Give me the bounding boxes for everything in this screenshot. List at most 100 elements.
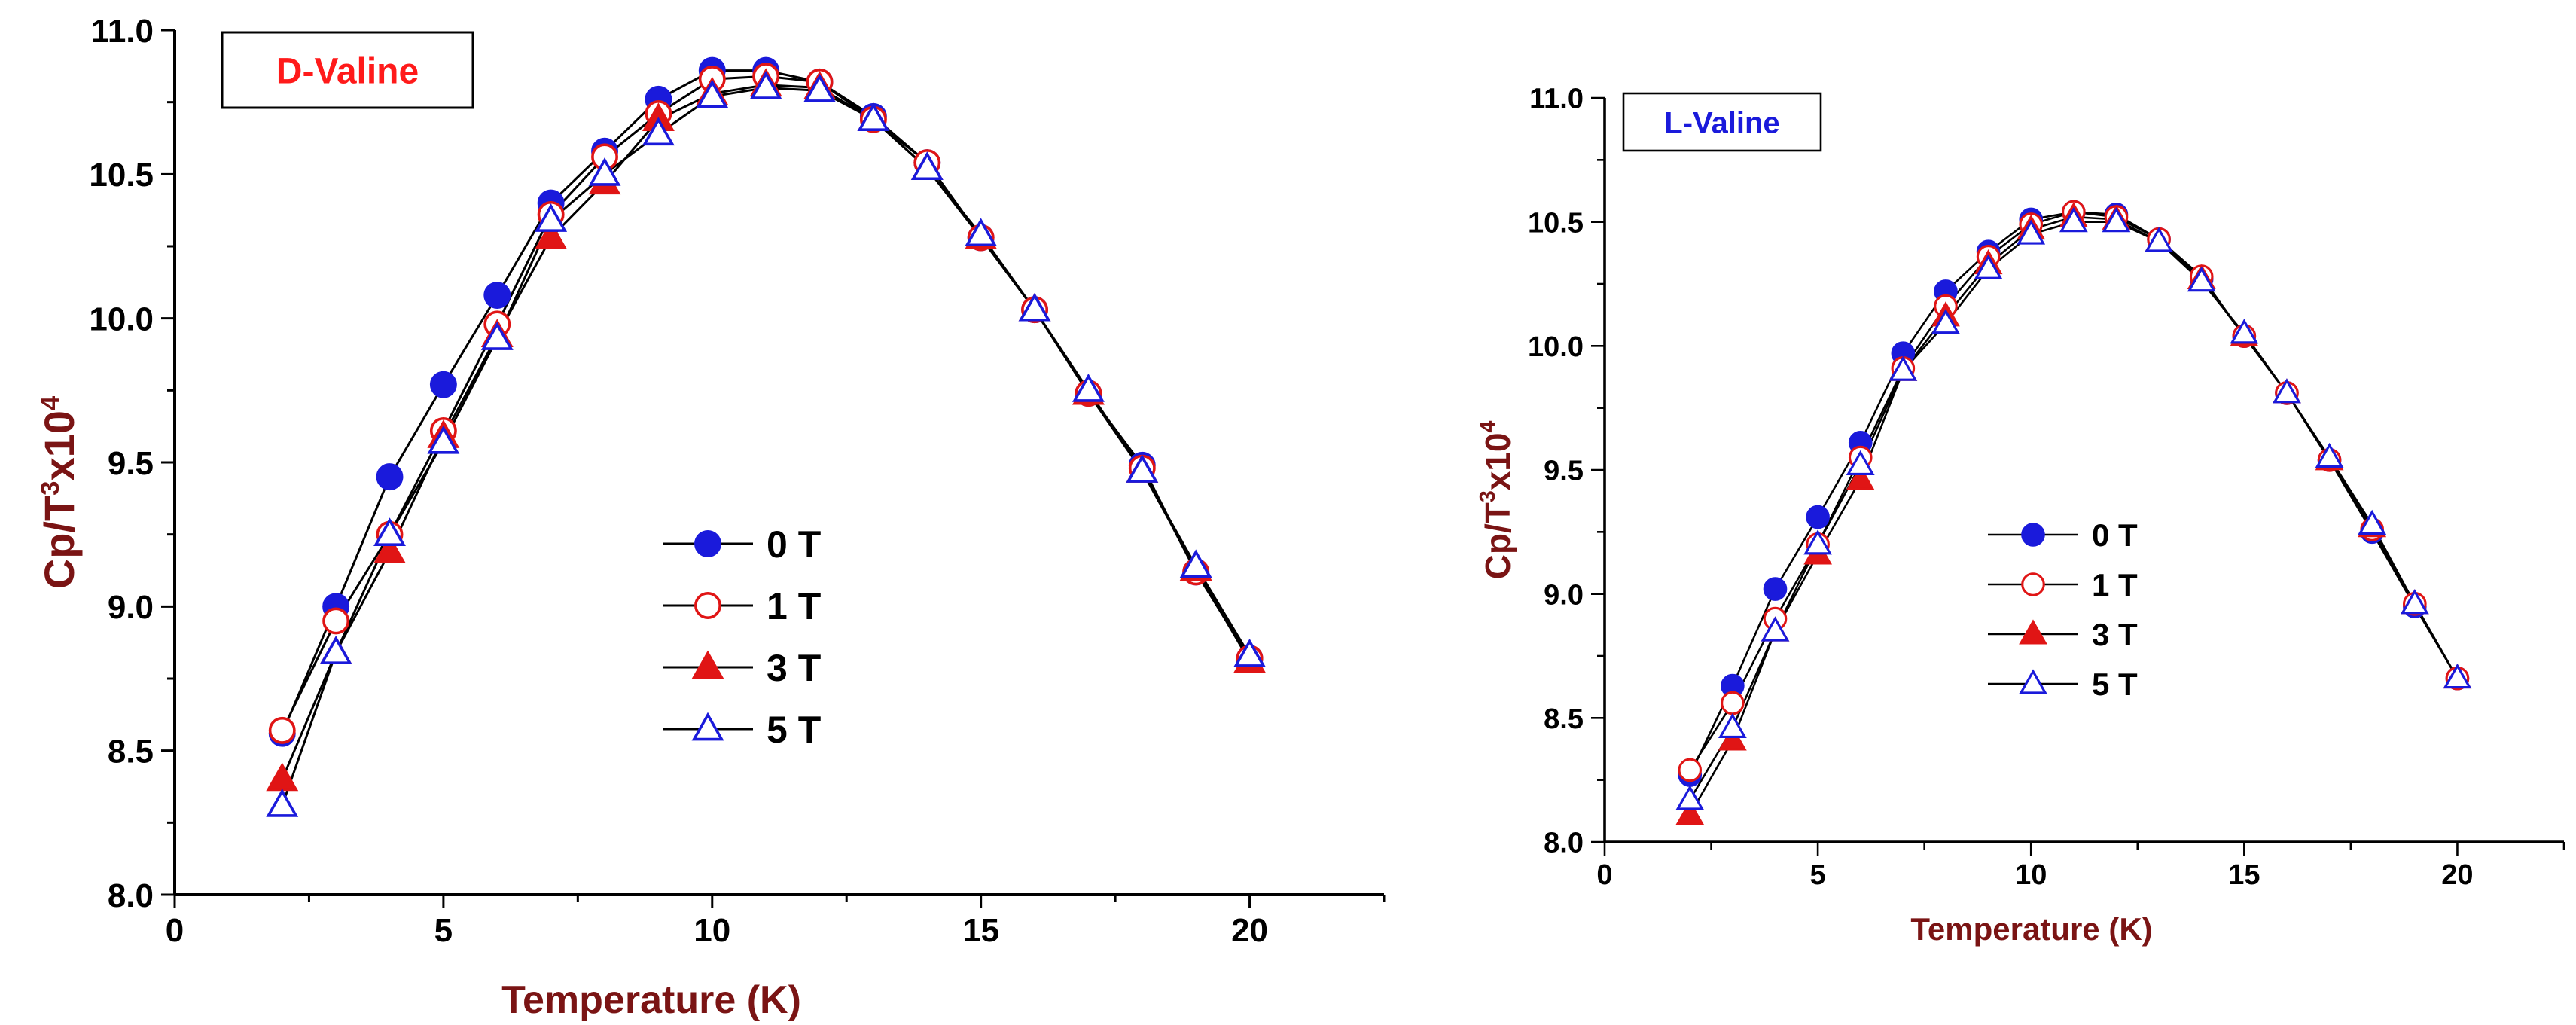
data-point-5t [642,117,675,146]
data-point-5t [2187,267,2216,292]
series-line-0t [281,69,1251,734]
legend-swatch-marker [691,650,724,679]
data-point-5t [696,79,729,108]
y-tick-label: 10.5 [1528,207,1584,239]
data-point-5t [1974,254,2003,279]
legend-label: 3 T [2092,617,2138,652]
data-point-5t [1072,373,1105,402]
y-title-main: Cp/T [1478,502,1517,579]
series-line-5t [281,86,1251,806]
y-axis-title: Cp/T3x104 [1476,421,1517,580]
data-point-5t [749,71,782,99]
y-title-exp2: 4 [36,395,65,410]
data-point-0t [376,463,404,491]
y-tick-label: 8.5 [1544,703,1584,735]
data-point-5t [1761,616,1790,642]
y-tick-label: 9.0 [108,589,154,626]
x-tick-label: 15 [962,912,999,949]
data-point-5t [2102,206,2131,233]
y-title-tail: x10 [1478,433,1517,491]
data-point-0t [1806,505,1830,529]
x-tick-label: 20 [2441,859,2473,891]
data-point-5t [1931,309,1960,334]
x-tick-label: 5 [1810,859,1826,891]
legend-label: 3 T [767,647,821,689]
x-axis-title: Temperature (K) [1910,911,2152,947]
y-tick-label: 8.0 [108,877,154,914]
l-valine-chart: 0 5 10 15 20 8.0 8.5 9.0 9.5 10.0 10.5 11.0 Temperat… [1476,84,2565,947]
data-point-0t [1763,577,1788,601]
data-point-3t [373,535,406,563]
y-axis-title: Cp/T3x104 [35,395,83,589]
data-point-5t [857,102,890,131]
legend-swatch-marker [694,530,721,557]
data-point-5t [2230,319,2259,344]
x-tick-label: 10 [2015,859,2047,891]
x-tick-label: 10 [694,912,730,949]
y-tick-label: 8.5 [108,734,154,770]
legend-swatch-marker [694,592,721,619]
data-point-0t [483,282,511,310]
legend-swatch-marker [2021,572,2045,596]
y-tick-label: 9.5 [1544,456,1584,487]
y-tick-label: 8.0 [1544,828,1584,859]
data-point-1t [322,607,350,635]
data-point-5t [1233,639,1267,667]
legend-swatch-marker [2019,669,2047,694]
panel-title: D-Valine [276,51,419,91]
data-point-5t [1675,785,1705,810]
data-point-5t [588,157,621,186]
data-point-5t [319,636,352,664]
legend-label: 5 T [2092,667,2138,702]
data-point-5t [373,517,406,547]
legend-label: 0 T [767,523,821,566]
legend-swatch-marker [2019,619,2047,645]
data-point-5t [2145,227,2173,252]
y-tick-label: 11.0 [1529,84,1584,115]
data-point-5t [1889,355,1918,381]
data-point-5t [1018,292,1051,322]
x-axis-title: Temperature (K) [501,978,801,1022]
panel-label-box [221,31,474,109]
legend-label: 1 T [2092,567,2138,602]
data-point-5t [2400,589,2429,615]
series-line-1t [281,75,1251,731]
legend-swatch-marker [2021,523,2045,547]
y-axis-title-text: Cp/T3x104 [1476,421,1517,580]
data-point-5t [2443,663,2472,689]
data-point-0t [429,371,457,398]
y-tick-label: 10.0 [89,301,154,338]
data-point-5t [910,151,944,181]
series-line-5t [1689,221,2459,801]
y-title-exp: 3 [1476,490,1500,502]
y-title-exp2: 4 [1476,421,1500,433]
data-point-1t [1721,691,1745,715]
series-line-1t [1689,211,2459,771]
data-point-1t [268,716,296,744]
data-point-5t [965,218,998,247]
data-point-3t [1718,725,1747,751]
data-point-5t [1846,450,1875,475]
data-point-5t [2017,219,2046,245]
y-tick-label: 10.5 [89,157,154,194]
data-point-5t [1803,529,1832,555]
panel-label-box [1622,92,1822,152]
data-point-5t [1718,712,1747,739]
d-valine-chart: 0 5 10 15 20 8.0 8.5 9.0 9.5 10.0 10.5 11.0 Temperat… [35,13,1386,1022]
x-tick-label: 5 [434,912,453,949]
series-line-0t [1689,211,2459,776]
data-point-5t [266,788,299,817]
x-tick-label: 20 [1231,912,1268,949]
y-tick-label: 11.0 [91,13,154,50]
data-point-5t [1126,454,1159,483]
data-point-5t [2358,509,2387,535]
data-point-5t [480,322,514,350]
data-point-3t [535,221,568,249]
legend-label: 1 T [767,585,821,627]
data-point-3t [1846,465,1875,490]
series-line-3t [1689,215,2459,816]
data-point-1t [1678,758,1703,782]
y-tick-label: 10.0 [1528,331,1584,363]
data-point-5t [803,73,836,102]
y-tick-label: 9.0 [1544,579,1584,611]
